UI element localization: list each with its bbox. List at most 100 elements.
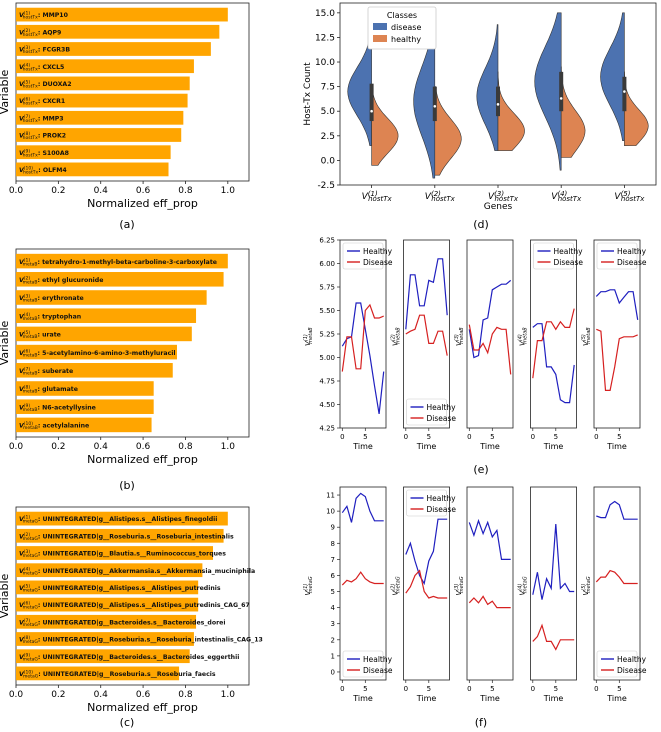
- e-xlabel: Time: [479, 442, 500, 451]
- f-xlabel: Time: [479, 694, 500, 703]
- e-ytick-label: 6.25: [319, 237, 335, 245]
- f-xtick-label: 5: [427, 685, 431, 693]
- d-xtick-label: V(3) hostTx: [488, 190, 519, 203]
- e-ylabel: V(4)metaB: [518, 327, 529, 346]
- c-xtick-label: 0.0: [9, 690, 24, 700]
- f-xtick-label: 0: [340, 685, 344, 693]
- a-bar-label: V(4) hostTx: CXCL5: [19, 62, 64, 72]
- c-bar-label: V(6) metaG: UNINTEGRATED|g__Alistipes.s__…: [19, 601, 250, 611]
- f-line-disease: [341, 571, 384, 586]
- d-box: [369, 83, 374, 122]
- c-bar-label: V(10) metaG: UNINTEGRATED|g__Roseburia.s_…: [19, 669, 216, 679]
- f-xlabel: Time: [416, 694, 437, 703]
- caption-e: (e): [473, 463, 488, 476]
- e-xtick-label: 5: [617, 433, 621, 441]
- f-line-disease: [405, 569, 448, 599]
- f-legend-label: Healthy: [363, 655, 393, 664]
- b-bar: [16, 381, 154, 396]
- f-subplot-frame: [403, 486, 450, 681]
- a-xlabel: Normalized eff_prop: [87, 197, 198, 210]
- a-bar: [16, 59, 194, 74]
- d-median: [433, 104, 437, 108]
- c-bar: [16, 563, 203, 578]
- a-bar-label: V(10) hostTx: OLFM4: [19, 165, 67, 175]
- c-bar: [16, 546, 213, 560]
- a-bar: [16, 162, 169, 177]
- a-bar-label: V(1) hostTx: MMP10: [19, 11, 69, 21]
- a-xtick-label: 0.6: [136, 186, 151, 196]
- caption-b: (b): [119, 479, 135, 492]
- b-xlabel: Normalized eff_prop: [87, 453, 198, 466]
- e-xlabel: Time: [543, 442, 564, 451]
- a-xtick-label: 0.0: [9, 186, 24, 196]
- e-line-disease: [596, 328, 638, 391]
- b-bar-label: V(6) metaB: 5-acetylamino-6-amino-3-methy…: [19, 348, 175, 358]
- b-bar-label: V(3) metaB: erythronate: [19, 294, 84, 304]
- e-legend-label: Disease: [554, 258, 584, 267]
- f-xtick-label: 0: [531, 685, 535, 693]
- f-xtick-label: 0: [594, 685, 598, 693]
- f-line-disease: [468, 595, 511, 609]
- f-legend: Healthy Disease: [342, 650, 393, 678]
- a-bar-label: V(3) hostTx: FCGR3B: [19, 45, 70, 55]
- e-line-disease: [468, 324, 512, 375]
- f-legend-label: Disease: [363, 666, 393, 675]
- d-ylabel: Host-Tx Count: [303, 62, 313, 126]
- d-ytick-label: -2.5: [317, 181, 335, 191]
- f-line-healthy: [532, 523, 575, 600]
- d-box: [496, 86, 500, 117]
- e-xtick-label: 5: [427, 433, 431, 441]
- a-bar-label: V(9) hostTx: S100A8: [19, 148, 69, 158]
- e-xlabel: Time: [352, 442, 373, 451]
- d-violin-disease: [534, 12, 562, 171]
- b-xtick-label: 0.0: [9, 442, 24, 452]
- b-axes-frame: [15, 248, 250, 438]
- f-legend-label: Disease: [617, 666, 647, 675]
- f-ylabel: V(5)metaG: [581, 576, 592, 595]
- panel-a: V(1) hostTx: MMP10 V(2) hostTx: AQP9 V(3) hos…: [0, 2, 250, 210]
- c-bar: [16, 597, 199, 612]
- caption-f: (f): [475, 716, 487, 729]
- e-ylabel: V(3)metaB: [454, 327, 465, 346]
- e-xlabel: Time: [606, 442, 627, 451]
- a-axes-frame: [15, 2, 250, 182]
- b-xtick-label: 0.8: [178, 442, 193, 452]
- b-bar: [16, 308, 197, 323]
- c-bar-label: V(9) metaG: UNINTEGRATED|g__Bacteroides.s…: [19, 652, 239, 662]
- b-bar: [16, 344, 177, 360]
- d-median: [496, 103, 500, 106]
- d-legend-swatch-healthy: [373, 35, 387, 42]
- panel-d: -2.5 0.0 2.5 5.0 7.5 10.0 12.5 15.0 Host-Tx Coun…: [303, 2, 657, 212]
- e-ylabel: V(5)metaB: [581, 327, 592, 346]
- f-ylabel: V(1)metaG: [303, 576, 314, 595]
- c-bar: [16, 632, 194, 646]
- a-bar-label: V(5) hostTx: DUOXA2: [19, 79, 72, 89]
- b-bar-label: V(5) metaB: urate: [19, 330, 61, 340]
- e-xtick-label: 0: [467, 433, 471, 441]
- d-ytick-label: 12.5: [315, 33, 335, 43]
- f-ytick-label: 1: [331, 652, 335, 660]
- caption-a: (a): [119, 218, 134, 231]
- d-median: [559, 97, 563, 100]
- d-violin-healthy: [434, 86, 462, 176]
- d-violin-healthy: [497, 71, 525, 151]
- e-xtick-label: 0: [594, 433, 598, 441]
- e-ytick-label: 5.75: [319, 284, 335, 292]
- c-bar-label: V(8) metaG: UNINTEGRATED|g__Roseburia.s__…: [19, 635, 263, 645]
- b-xtick-label: 0.4: [94, 442, 109, 452]
- e-ytick-label: 5.50: [319, 307, 335, 315]
- f-line-healthy: [341, 492, 384, 523]
- c-bar-label: V(2) metaG: UNINTEGRATED|g__Roseburia.s__…: [19, 532, 234, 542]
- d-legend: Classes disease healthy: [367, 6, 437, 50]
- f-subplot-frame: [466, 486, 514, 681]
- d-violin-healthy: [560, 66, 586, 158]
- e-line-healthy: [405, 258, 448, 330]
- e-xtick-label: 5: [490, 433, 494, 441]
- e-line-healthy: [341, 302, 385, 414]
- b-bar: [16, 253, 228, 269]
- f-subplot-frame: [593, 486, 641, 681]
- d-median: [370, 109, 373, 113]
- f-xtick-label: 5: [363, 685, 367, 693]
- f-legend: Healthy Disease: [596, 650, 647, 678]
